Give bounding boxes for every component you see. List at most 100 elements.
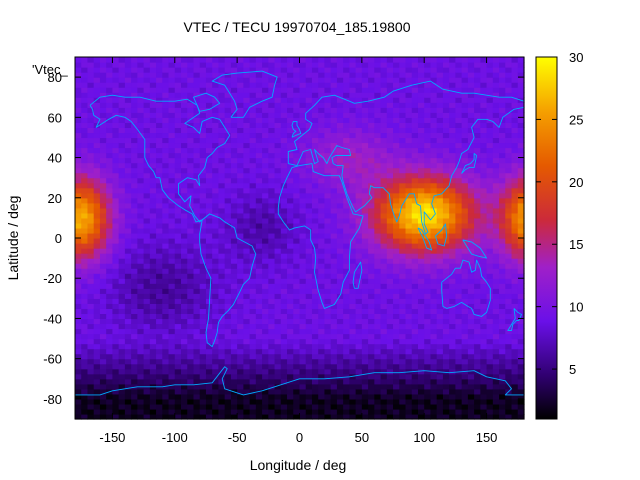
heat-cell — [212, 222, 220, 229]
heat-cell — [411, 67, 419, 73]
heat-cell — [124, 152, 132, 159]
heat-cell — [318, 398, 326, 405]
heat-cell — [112, 77, 120, 83]
heat-cell — [255, 222, 263, 229]
heat-cell — [505, 413, 513, 420]
heat-cell — [486, 328, 494, 335]
heat-cell — [368, 202, 375, 209]
heat-cell — [461, 303, 469, 309]
heat-cell — [355, 122, 363, 128]
heat-cell — [174, 358, 182, 365]
heat-cell — [280, 298, 288, 304]
heat-cell — [380, 378, 388, 385]
heat-cell — [368, 102, 375, 108]
heat-cell — [318, 217, 326, 224]
heat-cell — [187, 273, 195, 279]
heat-cell — [274, 132, 282, 139]
heat-cell — [143, 348, 151, 355]
heat-cell — [212, 393, 220, 400]
heat-cell — [156, 403, 163, 410]
heat-cell — [393, 167, 400, 174]
heat-cell — [393, 398, 400, 405]
heat-cell — [461, 232, 469, 239]
heat-cell — [124, 383, 132, 390]
heat-cell — [268, 348, 276, 355]
heat-cell — [324, 243, 332, 249]
heat-cell — [287, 283, 294, 289]
heat-cell — [492, 127, 500, 134]
heat-cell — [492, 117, 500, 123]
heat-cell — [268, 323, 276, 330]
heat-cell — [81, 253, 89, 259]
heat-cell — [268, 197, 276, 204]
heat-cell — [474, 308, 481, 315]
heat-cell — [174, 333, 182, 340]
heat-cell — [318, 162, 326, 169]
heat-cell — [311, 132, 319, 139]
heat-cell — [137, 263, 145, 269]
heat-cell — [174, 232, 182, 239]
heat-cell — [474, 177, 481, 184]
heat-cell — [330, 87, 338, 93]
heat-cell — [393, 408, 400, 415]
heat-cell — [417, 258, 425, 264]
heat-cell — [118, 127, 126, 134]
heat-cell — [318, 248, 326, 254]
heat-cell — [131, 288, 138, 294]
heat-cell — [230, 187, 238, 194]
heat-cell — [224, 227, 232, 234]
heat-cell — [293, 263, 301, 269]
heat-cell — [249, 202, 257, 209]
heat-cell — [411, 112, 419, 118]
heat-cell — [124, 77, 132, 83]
heat-cell — [405, 333, 413, 340]
heat-cell — [368, 323, 375, 330]
heat-cell — [361, 343, 369, 350]
heat-cell — [480, 87, 488, 93]
heat-cell — [243, 222, 251, 229]
heat-cell — [143, 368, 151, 375]
heat-cell — [81, 333, 89, 340]
heat-cell — [311, 192, 319, 199]
heat-cell — [361, 102, 369, 108]
heat-cell — [480, 72, 488, 78]
heat-cell — [143, 62, 151, 68]
heat-cell — [280, 182, 288, 189]
heat-cell — [324, 238, 332, 244]
heat-cell — [424, 222, 432, 229]
heat-cell — [355, 207, 363, 214]
heat-cell — [324, 363, 332, 370]
heat-cell — [81, 243, 89, 249]
heat-cell — [149, 207, 157, 214]
heat-cell — [436, 403, 444, 410]
heat-cell — [330, 328, 338, 335]
heat-cell — [99, 167, 107, 174]
heat-cell — [442, 358, 450, 365]
heat-cell — [81, 122, 89, 128]
heat-cell — [318, 132, 326, 139]
heat-cell — [386, 152, 394, 159]
heat-cell — [480, 368, 488, 375]
heat-cell — [368, 157, 375, 164]
heat-cell — [405, 142, 413, 149]
heat-cell — [137, 388, 145, 395]
heat-cell — [474, 72, 481, 78]
heat-cell — [311, 323, 319, 330]
heat-cell — [87, 117, 95, 123]
heat-cell — [181, 132, 188, 139]
heat-cell — [156, 92, 163, 98]
heat-cell — [361, 87, 369, 93]
heat-cell — [368, 368, 375, 375]
heat-cell — [199, 192, 207, 199]
heat-cell — [168, 328, 176, 335]
heat-cell — [330, 353, 338, 360]
heat-cell — [324, 258, 332, 264]
heat-cell — [386, 238, 394, 244]
heat-cell — [474, 187, 481, 194]
heat-cell — [393, 197, 400, 204]
heat-cell — [355, 308, 363, 315]
heat-cell — [168, 162, 176, 169]
heat-cell — [212, 72, 220, 78]
heat-cell — [237, 157, 244, 164]
heat-cell — [299, 323, 307, 330]
